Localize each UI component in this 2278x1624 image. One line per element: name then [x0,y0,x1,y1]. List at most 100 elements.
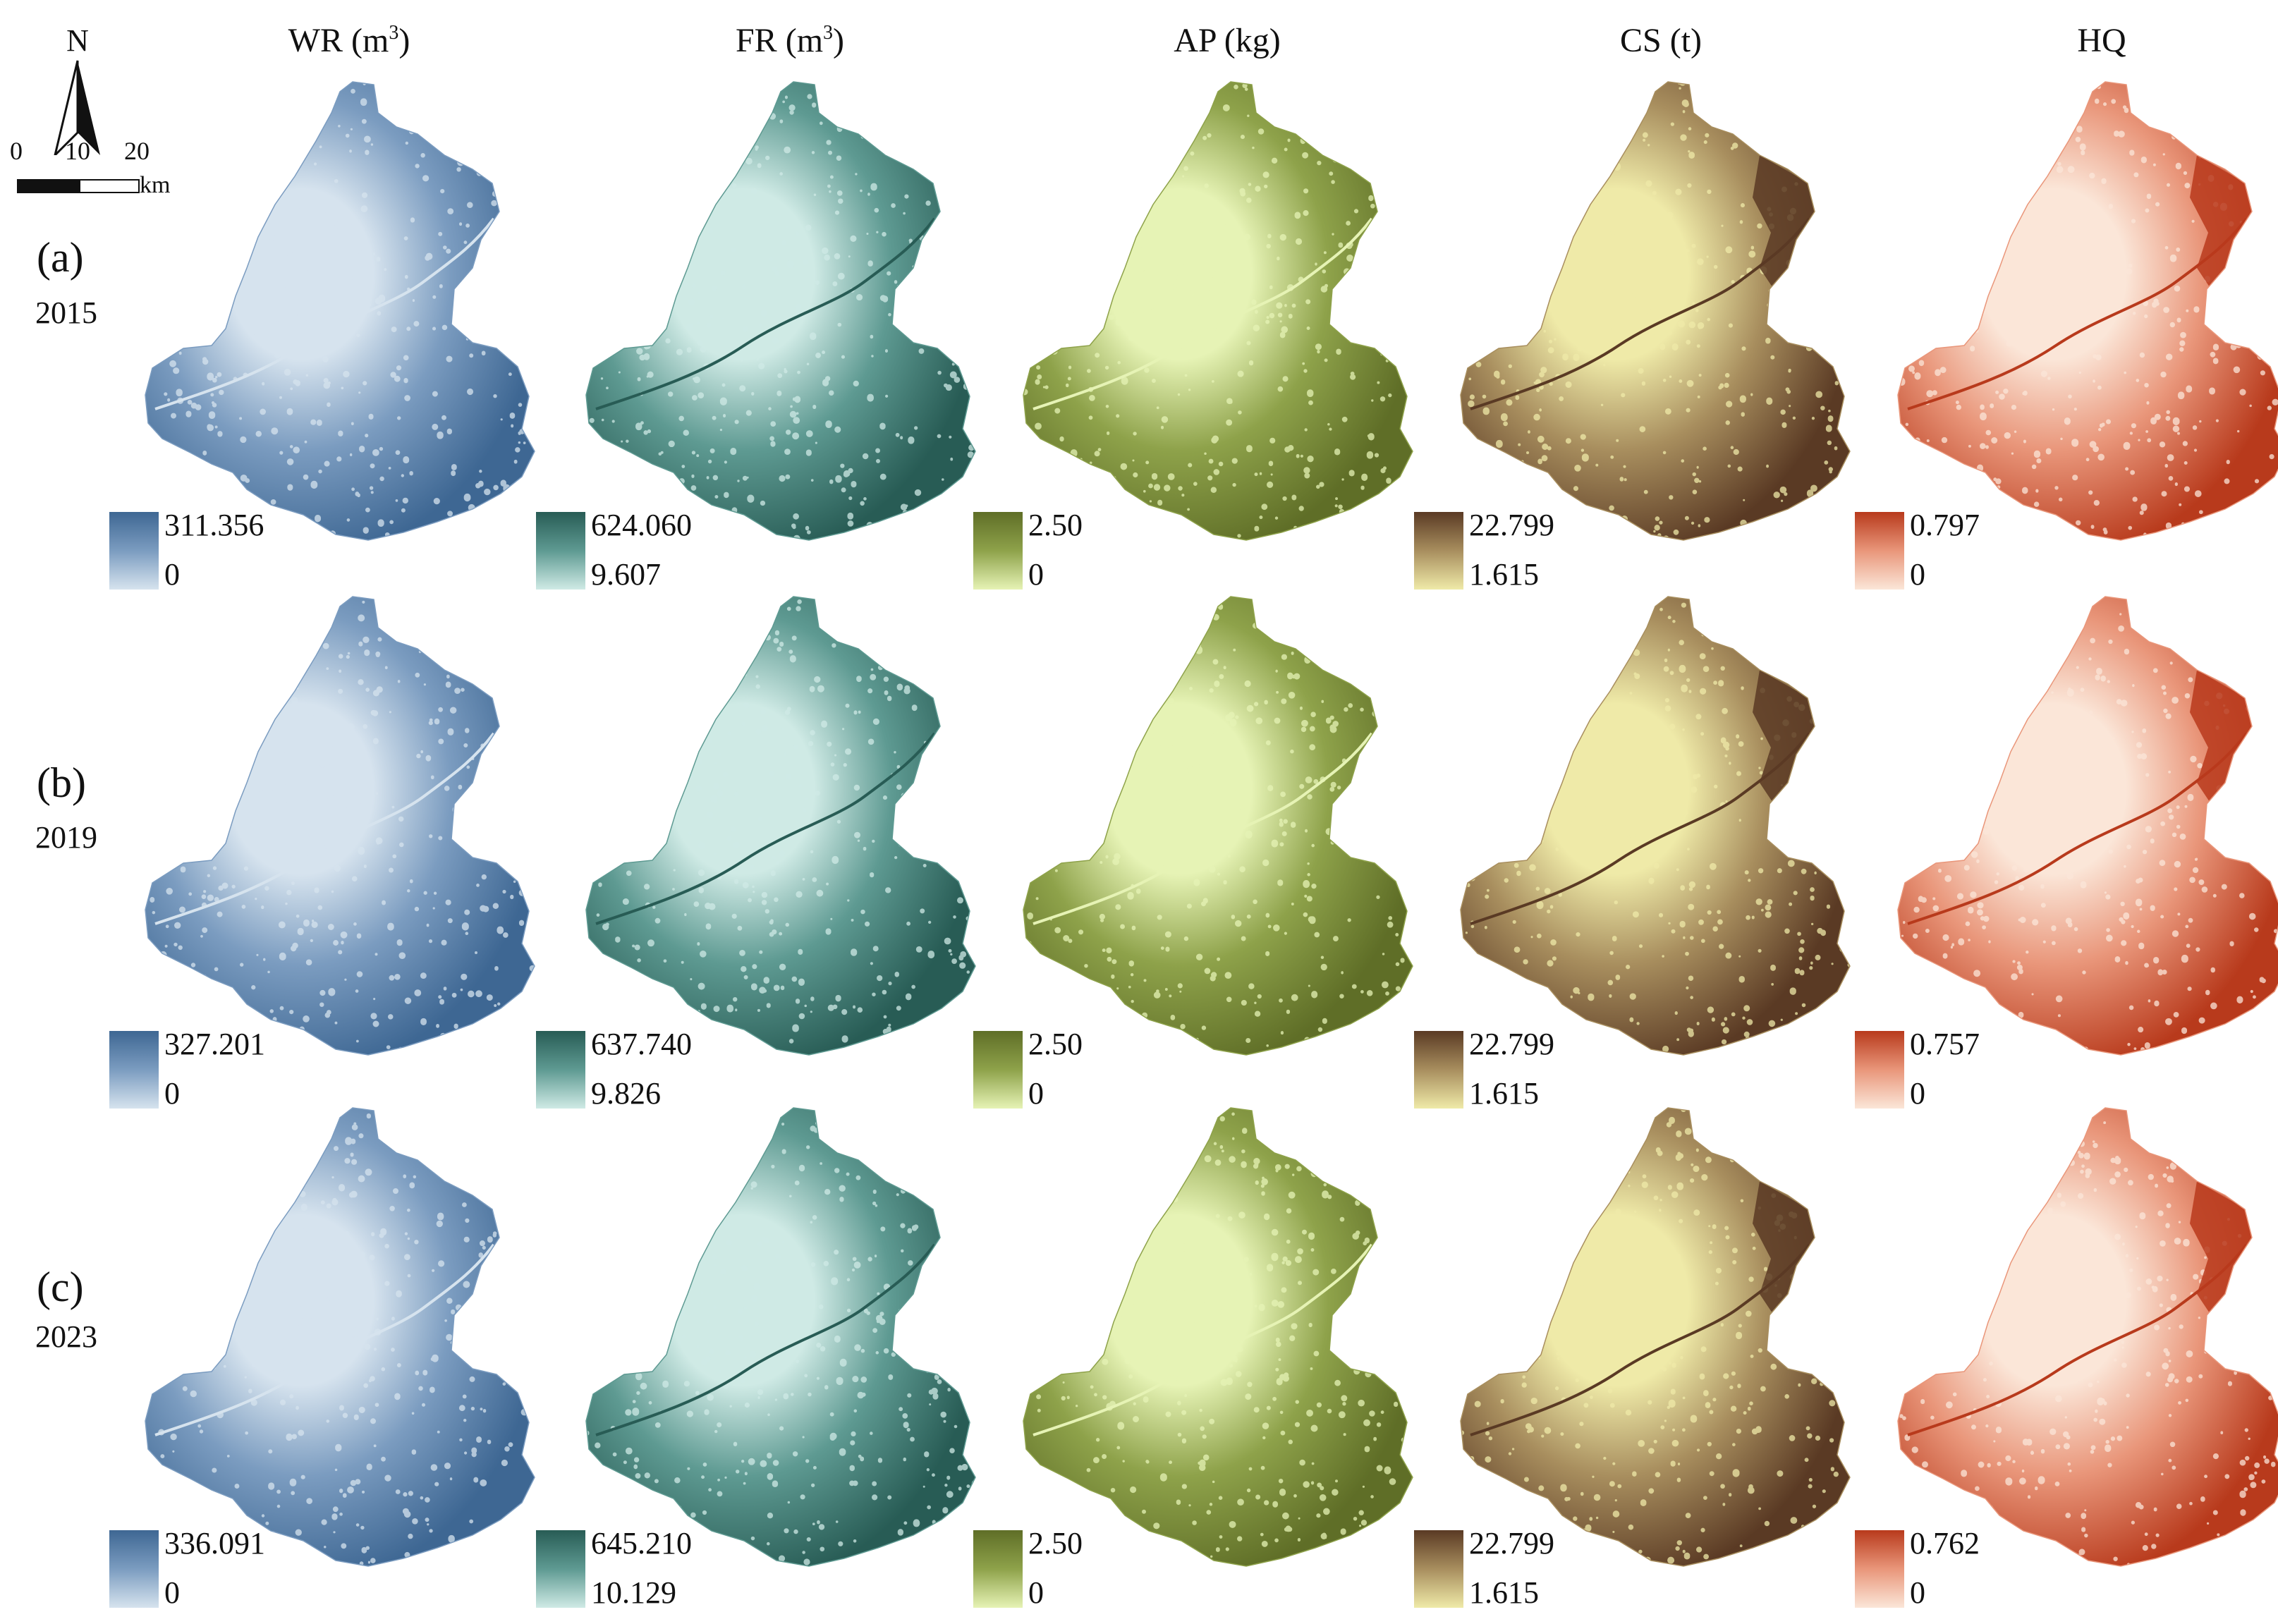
map-fr-2015 [585,81,976,541]
highland-patch [1753,155,1815,289]
legend-min-value: 0 [164,1575,180,1610]
legend-ap-2019: 2.50 0 [973,1027,1269,1111]
map-region-fill [145,1108,535,1566]
legend-min-value: 1.615 [1469,557,1539,592]
legend-min-value: 10.129 [591,1575,676,1610]
legend-min-value: 1.615 [1469,1575,1539,1610]
legend-fr-2015: 624.060 9.607 [536,508,832,592]
map-outline [1460,1107,1851,1567]
legend-min-value: 0 [1910,1076,1925,1111]
highland-patch [2190,670,2252,804]
row-year-a: 2015 [35,295,97,330]
river-line [1033,732,1373,925]
map-texture [145,82,535,540]
legend-fr-2023: 645.210 10.129 [536,1526,832,1610]
map-ap-2023 [1023,1107,1413,1567]
legend-color-ramp [536,512,585,590]
map-outline [1897,1107,2278,1567]
legend-max-value: 311.356 [164,508,264,542]
legend-max-value: 0.757 [1910,1027,1980,1061]
map-hq-2023 [1897,1107,2278,1567]
map-outline [1897,81,2278,541]
legend-min-value: 0 [1028,1575,1044,1610]
map-outline [1460,596,1851,1056]
legend-color-ramp [536,1031,585,1109]
river-line [1033,217,1373,410]
legend-min-value: 0 [164,1076,180,1111]
map-region-fill [586,82,975,540]
map-texture [1461,597,1850,1055]
legend-wr-2019: 327.201 0 [109,1027,406,1111]
scale-bar: 0 10 20 km [10,138,193,206]
legend-min-value: 1.615 [1469,1076,1539,1111]
legend-color-ramp [1855,1031,1904,1109]
legend-color-ramp [109,1031,159,1109]
row-year-c: 2023 [35,1319,97,1354]
map-region-fill [1898,597,2278,1055]
map-ap-2015 [1023,81,1413,541]
river-line [595,732,936,925]
legend-max-value: 624.060 [591,508,692,542]
legend-color-ramp [109,512,159,590]
scale-tick-10: 10 [65,137,90,165]
map-texture [145,1108,535,1566]
legend-min-value: 0 [1910,557,1925,592]
legend-min-value: 0 [1910,1575,1925,1610]
river-line [1033,1243,1373,1436]
map-region-fill [1023,597,1413,1055]
legend-ap-2023: 2.50 0 [973,1526,1269,1610]
legend-hq-2015: 0.797 0 [1855,508,2151,592]
legend-min-value: 0 [164,557,180,592]
legend-color-ramp [973,1530,1023,1608]
legend-fr-2019: 637.740 9.826 [536,1027,832,1111]
legend-min-value: 0 [1028,557,1044,592]
legend-min-value: 0 [1028,1076,1044,1111]
map-region-fill [1461,82,1850,540]
legend-min-value: 9.826 [591,1076,661,1111]
scale-segment-black [17,179,79,193]
legend-wr-2023: 336.091 0 [109,1526,406,1610]
map-outline [1897,596,2278,1056]
legend-max-value: 2.50 [1028,508,1083,542]
map-texture [1023,597,1413,1055]
map-region-fill [145,597,535,1055]
north-arrow-icon [54,60,100,155]
highland-patch [1753,670,1815,804]
map-region-fill [1461,1108,1850,1566]
scale-segment-white [79,179,140,193]
map-cs-2019 [1460,596,1851,1056]
legend-cs-2019: 22.799 1.615 [1414,1027,1710,1111]
map-region-fill [1898,82,2278,540]
column-title-ap: AP (kg) [1174,22,1281,59]
column-title-hq: HQ [2077,22,2126,59]
map-wr-2015 [145,81,535,541]
map-outline [145,1107,535,1567]
river-line [595,217,936,410]
row-label-c: (c) [37,1264,84,1310]
river-line [595,1243,936,1436]
legend-cs-2023: 22.799 1.615 [1414,1526,1710,1610]
map-outline [585,81,976,541]
legend-max-value: 0.797 [1910,508,1980,542]
map-region-fill [1461,597,1850,1055]
scale-tick-0: 0 [10,137,23,165]
legend-min-value: 9.607 [591,557,661,592]
map-region-fill [145,82,535,540]
legend-color-ramp [973,512,1023,590]
legend-color-ramp [1414,1530,1463,1608]
map-outline [1460,81,1851,541]
legend-max-value: 22.799 [1469,1027,1554,1061]
map-wr-2023 [145,1107,535,1567]
legend-ap-2015: 2.50 0 [973,508,1269,592]
map-region-fill [1023,1108,1413,1566]
legend-wr-2015: 311.356 0 [109,508,406,592]
legend-max-value: 2.50 [1028,1526,1083,1561]
highland-patch [2190,1181,2252,1315]
legend-max-value: 645.210 [591,1526,692,1561]
legend-max-value: 336.091 [164,1526,265,1561]
legend-max-value: 22.799 [1469,508,1554,542]
highland-patch [1753,1181,1815,1315]
legend-color-ramp [1855,1530,1904,1608]
legend-max-value: 0.762 [1910,1526,1980,1561]
